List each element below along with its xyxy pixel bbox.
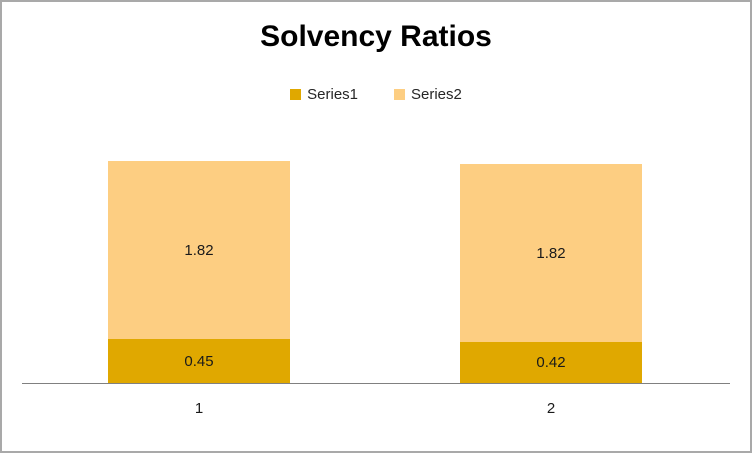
x-axis-tick-label: 2 xyxy=(546,400,556,417)
bar-segment-series1-category-2: 0.42 xyxy=(460,342,642,383)
bar-segment-series2-category-2: 1.82 xyxy=(460,164,642,342)
x-axis-line xyxy=(22,383,730,384)
legend-item-series2: Series2 xyxy=(394,86,462,103)
bar-segment-series2-category-1: 1.82 xyxy=(108,161,290,339)
bar-value-label: 0.45 xyxy=(184,352,214,370)
legend-swatch-series2 xyxy=(394,89,405,100)
legend-swatch-series1 xyxy=(290,89,302,100)
chart-title: Solvency Ratios xyxy=(260,20,492,53)
legend: Series1 Series2 xyxy=(2,86,750,103)
x-axis-tick-label: 1 xyxy=(194,400,204,417)
legend-item-series1: Series1 xyxy=(290,86,358,103)
bar-value-label: 1.82 xyxy=(184,241,214,259)
legend-label: Series1 xyxy=(307,86,358,103)
legend-label: Series2 xyxy=(411,86,462,103)
bar-value-label: 0.42 xyxy=(536,354,566,371)
bar-segment-series1-category-1: 0.45 xyxy=(108,339,290,383)
bar-value-label: 1.82 xyxy=(536,244,566,262)
